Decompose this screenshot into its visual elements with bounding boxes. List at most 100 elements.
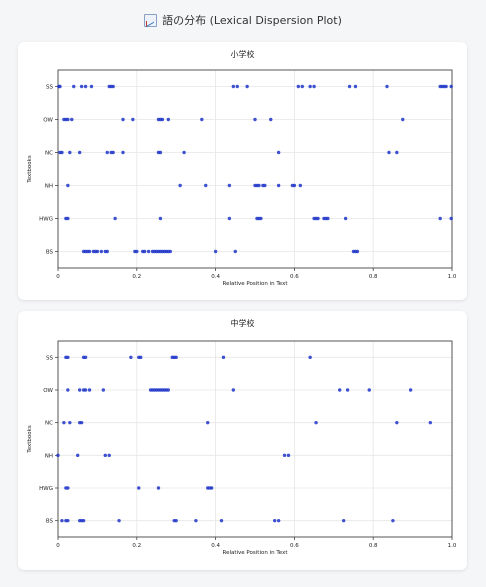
data-point <box>105 249 109 254</box>
page-title: 語の分布 (Lexical Dispersion Plot) <box>162 14 342 27</box>
y-tick-label: BS <box>46 250 54 256</box>
plot-frame <box>57 69 453 269</box>
data-point <box>60 518 64 523</box>
data-points <box>57 84 453 254</box>
data-point <box>235 84 239 89</box>
data-point <box>231 388 236 392</box>
data-point <box>66 117 70 122</box>
data-point <box>273 518 277 523</box>
data-point <box>95 249 100 254</box>
y-tick-label: NH <box>45 453 53 459</box>
chart-card-elementary: 小学校 0 0.2 0.4 0.6 0.8 1.0 SS OW NC NH HWG BS Relativ… <box>18 42 467 300</box>
data-point <box>338 388 342 392</box>
data-point <box>79 420 84 425</box>
data-point <box>87 249 92 254</box>
x-tick-label: 0.4 <box>211 543 220 549</box>
x-axis-label: Relative Position in Text <box>223 550 289 556</box>
data-point <box>194 518 198 523</box>
data-point <box>316 216 320 221</box>
data-point <box>66 486 70 490</box>
y-tick-label: SS <box>46 355 53 361</box>
data-point <box>231 84 236 89</box>
data-point <box>292 183 297 188</box>
data-point <box>253 117 257 122</box>
x-tick-label: 0 <box>56 274 60 280</box>
data-point <box>276 183 281 188</box>
dispersion-plot-junior-high: 0 0.2 0.4 0.6 0.8 1.0 SS OW NC NH HWG BS Relative Po… <box>27 340 457 556</box>
data-point <box>428 420 433 425</box>
data-point <box>62 420 66 425</box>
data-point <box>219 518 224 523</box>
data-point <box>83 355 88 360</box>
data-point <box>444 84 448 89</box>
data-point <box>156 486 161 490</box>
chart-title: 小学校 <box>230 50 255 59</box>
data-point <box>121 117 125 122</box>
data-point <box>245 84 249 89</box>
y-axis-label: Textbooks <box>27 425 33 454</box>
data-point <box>182 150 186 155</box>
y-tick-label: OW <box>43 388 53 394</box>
x-tick-label: 1.0 <box>448 274 457 280</box>
data-point <box>168 249 172 254</box>
data-point <box>213 249 218 254</box>
data-point <box>178 183 182 188</box>
x-tick-label: 1.0 <box>448 543 457 549</box>
y-tick-label: HWG <box>39 217 53 223</box>
data-point <box>308 84 312 89</box>
data-point <box>111 84 115 89</box>
data-point <box>81 518 86 523</box>
data-point <box>68 150 72 155</box>
data-point <box>142 249 147 254</box>
data-point <box>276 518 281 523</box>
x-tick-label: 0.2 <box>132 543 141 549</box>
x-tick-label: 0.6 <box>290 274 299 280</box>
data-point <box>395 150 399 155</box>
data-point <box>355 249 360 254</box>
x-tick-label: 0.6 <box>290 543 299 549</box>
x-tick-label: 0.8 <box>369 543 378 549</box>
y-tick-label: HWG <box>39 486 53 492</box>
data-point <box>204 183 208 188</box>
data-point <box>347 84 352 89</box>
data-point <box>227 183 232 188</box>
data-point <box>300 84 304 89</box>
data-point <box>139 355 143 360</box>
data-point <box>66 518 70 523</box>
data-point <box>174 355 178 360</box>
data-point <box>121 150 125 155</box>
data-point <box>387 150 391 155</box>
chart-title: 中学校 <box>230 319 255 328</box>
y-axis-label: Textbooks <box>27 155 33 184</box>
data-point <box>158 150 163 155</box>
x-tick-label: 0.8 <box>369 274 378 280</box>
data-point <box>233 249 237 254</box>
data-point <box>345 388 350 392</box>
data-point <box>89 84 94 89</box>
data-point <box>269 117 273 122</box>
grid <box>57 341 453 537</box>
data-point <box>107 453 111 458</box>
data-point <box>158 216 163 221</box>
data-point <box>438 216 442 221</box>
data-point <box>105 150 109 155</box>
data-point <box>408 388 413 392</box>
data-point <box>77 388 82 392</box>
data-point <box>99 249 104 254</box>
y-tick-label: NH <box>45 184 53 190</box>
data-point <box>174 518 178 523</box>
data-point <box>401 117 405 122</box>
x-axis-label: Relative Position in Text <box>223 281 289 287</box>
dispersion-plot-elementary: 0 0.2 0.4 0.6 0.8 1.0 SS OW NC NH HWG BS Relative Po… <box>27 69 457 287</box>
data-point <box>385 84 389 89</box>
data-point <box>68 420 72 425</box>
y-tick-label: NC <box>45 151 53 157</box>
data-point <box>66 216 70 221</box>
data-point <box>286 453 291 458</box>
data-point <box>66 355 70 360</box>
data-point <box>101 388 106 392</box>
data-point <box>367 388 371 392</box>
data-point <box>72 84 76 89</box>
data-point <box>56 453 60 458</box>
data-point <box>395 420 399 425</box>
